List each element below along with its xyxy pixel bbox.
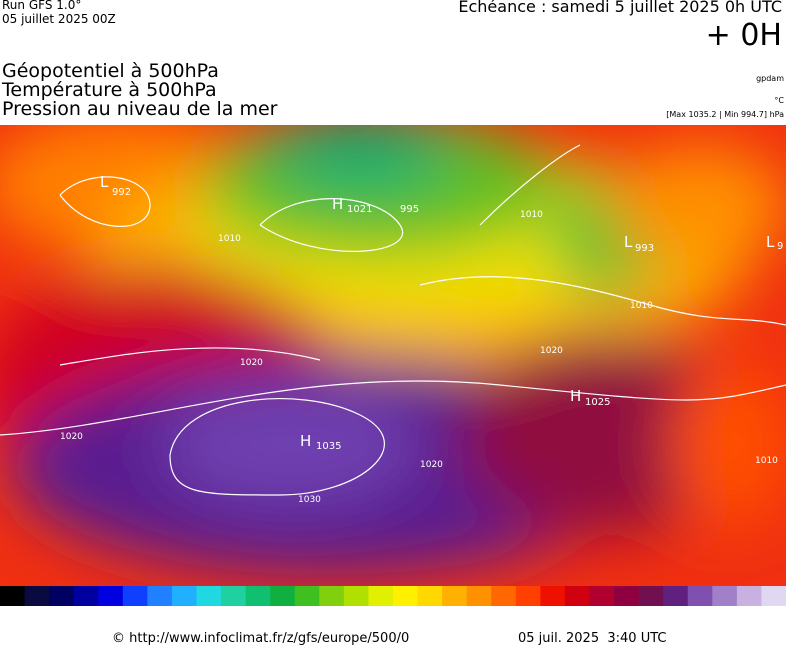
colorbar: 500 508 516 524 532 540 548 556 564 572 580 588 596 6… [0,586,786,626]
colorbar-label: 596 [701,611,728,626]
isobar-label: 1020 [540,346,563,356]
run-date: 05 juillet 2025 00Z [2,12,116,26]
isobar-label: 1010 [218,234,241,244]
isobar-label: 1020 [240,358,263,368]
color-swatch [417,586,443,606]
isobar-label: 1020 [60,432,83,442]
color-swatch [319,586,345,606]
color-swatch [98,586,124,606]
color-swatch [736,586,762,606]
colorbar-label: 524 [197,611,224,626]
low-value: 992 [112,187,131,198]
color-swatch [245,586,271,606]
colorbar-label: 572 [533,611,560,626]
color-swatch [221,586,247,606]
colorbar-label: 500 [30,611,57,626]
footer-time: 05 juil. 2025 3:40 UTC [518,631,667,646]
color-swatch [589,586,615,606]
color-swatch [73,586,99,606]
title: Géopotentiel à 500hPa [2,60,219,82]
color-swatch [294,586,320,606]
low-label: L [624,233,633,251]
color-swatch [196,586,222,606]
color-swatch [0,586,26,606]
colorbar-label: 540 [309,611,336,626]
run: Run GFS 1.0° [2,0,82,12]
unit: [Max 1035.2 | Min 994.7] hPa [666,110,784,119]
low-value: 9 [777,241,783,252]
color-swatch [540,586,566,606]
color-swatch [270,586,296,606]
color-swatch [564,586,590,606]
colorbar-label: 564 [477,611,504,626]
isobar-label: 1010 [520,210,543,220]
color-swatch [393,586,419,606]
color-swatch [368,586,394,606]
color-swatch [712,586,738,606]
title: Pression au niveau de la mer [2,98,278,120]
high-label: H [300,432,311,450]
offset: + 0H [705,18,782,53]
color-swatch [491,586,517,606]
color-swatch [442,586,468,606]
isobar-label: 1020 [420,460,443,470]
color-swatch [663,586,689,606]
color-swatch [687,586,713,606]
color-swatch [614,586,640,606]
color-swatch [171,586,197,606]
color-swatch [24,586,50,606]
high-value: 1025 [585,397,610,408]
color-swatch [638,586,664,606]
low-label: L [100,173,109,191]
isobar-label: 1010 [755,456,778,466]
footer-url: © http://www.infoclimat.fr/z/gfs/europe/… [112,631,410,646]
color-swatch [761,586,786,606]
colorbar-label: 516 [141,611,168,626]
color-swatch [515,586,541,606]
color-swatch [343,586,369,606]
isobar-label: 1030 [298,495,321,505]
low-value: 993 [635,243,654,254]
titles: Géopotentiel à 500hPa Température à 500h… [2,62,277,119]
high-label: H [332,195,343,213]
unit: gpdam [756,74,784,83]
colorbar-label: 532 [253,611,280,626]
colorbar-label: 588 [645,611,672,626]
isobar-label: 995 [400,204,419,215]
colorbar-label: 604 [757,611,784,626]
high-label: H [570,387,581,405]
unit: °C [774,96,784,105]
low-label: L [766,233,775,251]
color-swatch [122,586,148,606]
color-swatch [147,586,173,606]
title: Température à 500hPa [2,79,217,101]
colorbar-label: 556 [421,611,448,626]
echeance: Echéance : samedi 5 juillet 2025 0h UTC [458,0,782,16]
high-value: 1035 [316,441,341,452]
colorbar-label: 580 [589,611,616,626]
high-value: 1021 [347,204,372,215]
color-swatch [49,586,75,606]
colorbar-label: 548 [365,611,392,626]
isobar-label: 1010 [630,301,653,311]
colorbar-label: 508 [86,611,113,626]
color-swatch [466,586,492,606]
